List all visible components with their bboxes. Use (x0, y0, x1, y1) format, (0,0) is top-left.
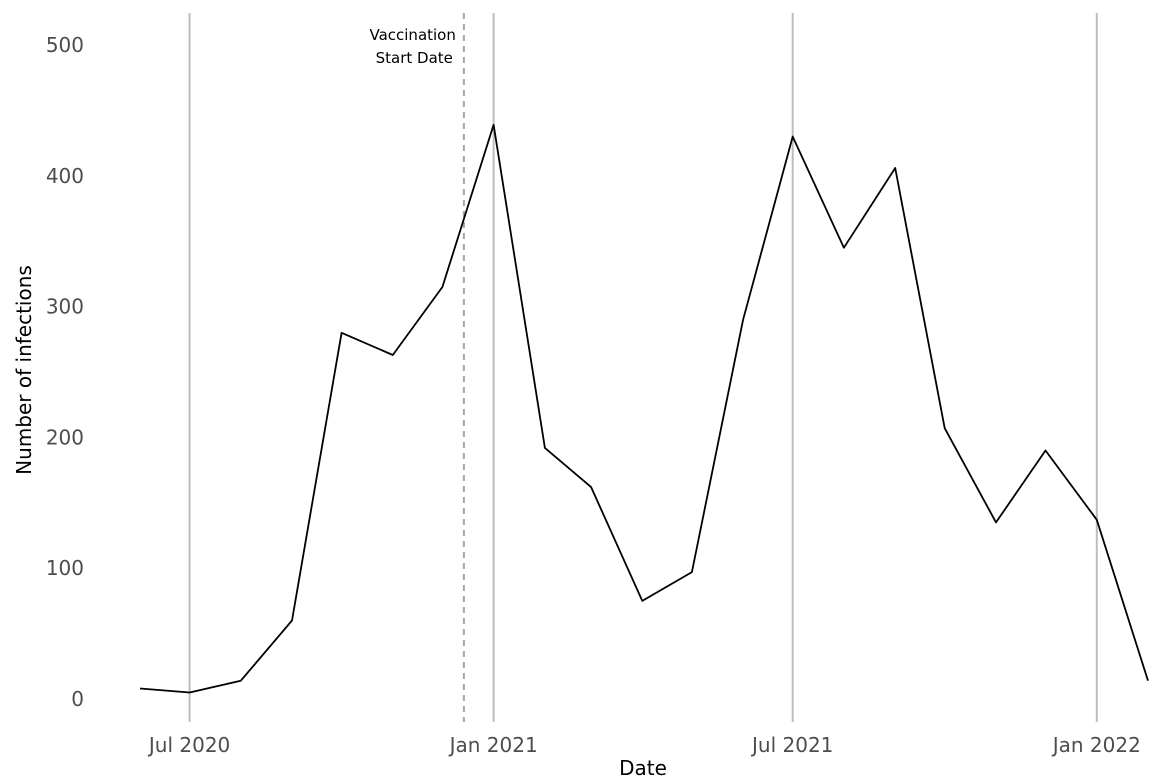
y-tick-label: 0 (71, 687, 84, 711)
vaccination-label-line1: Vaccination (369, 26, 455, 44)
infections-series-line (139, 123, 1149, 694)
y-tick-label: 300 (46, 295, 84, 319)
y-tick-label: 400 (46, 164, 84, 188)
y-tick-label: 200 (46, 425, 84, 449)
series-layer (139, 123, 1149, 694)
vaccination-annotation: Vaccination Start Date (369, 13, 465, 722)
x-tick-label: Jul 2021 (750, 733, 833, 757)
vaccination-label-line2: Start Date (376, 49, 453, 67)
y-tick-label: 100 (46, 556, 84, 580)
x-tick-label: Jan 2022 (1051, 733, 1141, 757)
y-axis-title: Number of infections (12, 265, 36, 475)
grid-lines (188, 13, 1098, 722)
x-axis-title: Date (619, 756, 667, 780)
x-axis-ticks: Jul 2020 Jan 2021 Jul 2021 Jan 2022 (147, 733, 1141, 757)
x-tick-label: Jul 2020 (147, 733, 230, 757)
y-tick-label: 500 (46, 33, 84, 57)
x-tick-label: Jan 2021 (448, 733, 538, 757)
y-axis-ticks: 0 100 200 300 400 500 (46, 33, 84, 711)
